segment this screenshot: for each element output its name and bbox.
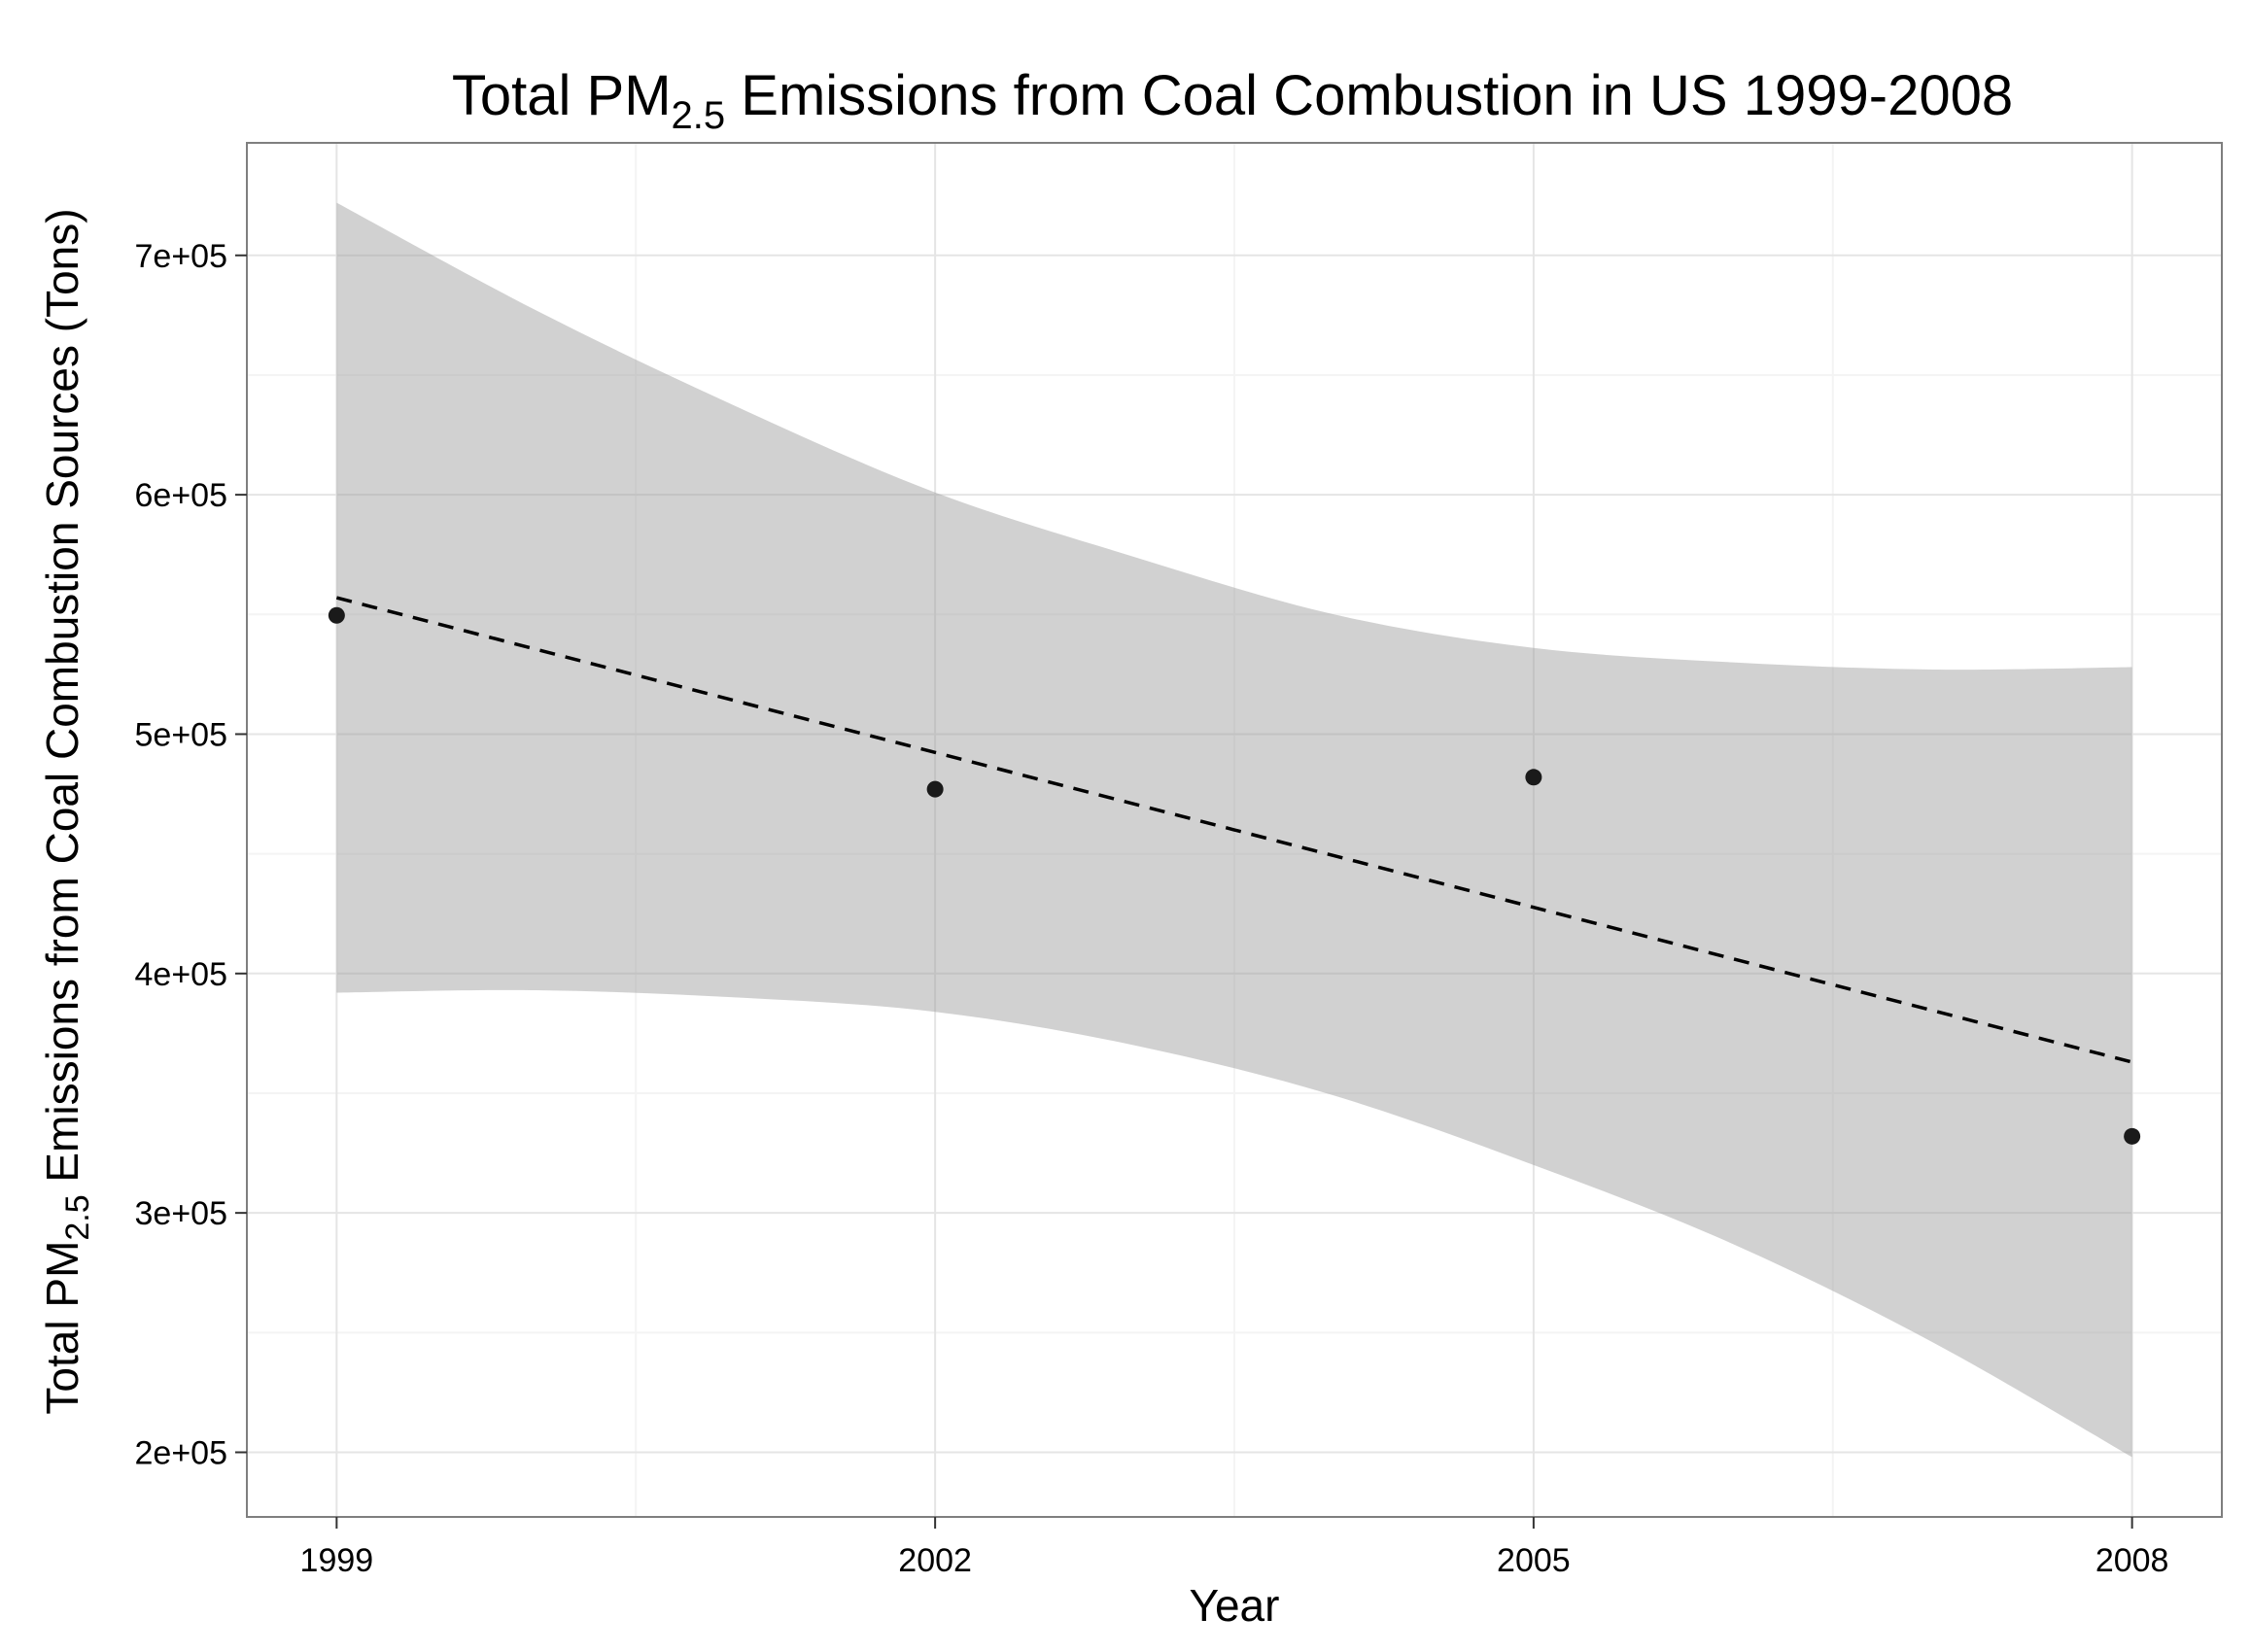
trend-line	[335, 596, 2133, 1064]
chart-title: Total PM2.5 Emissions from Coal Combusti…	[452, 64, 2013, 137]
x-tick-label: 2008	[2095, 1542, 2169, 1579]
y-axis-title-rest: Emissions from Coal Combustion Sources (…	[37, 208, 87, 1194]
x-tick-label: 2005	[1497, 1542, 1571, 1579]
y-tick-label: 7e+05	[135, 238, 228, 275]
y-axis-title-main: Total PM	[37, 1241, 87, 1415]
y-tick-label: 5e+05	[135, 716, 228, 753]
chart-title-subscript: 2.5	[672, 94, 726, 137]
x-tick-label: 2002	[898, 1542, 972, 1579]
x-tick-label: 1999	[300, 1542, 374, 1579]
y-tick-label: 3e+05	[135, 1195, 228, 1232]
chart-title-main: Total PM	[452, 64, 672, 127]
y-axis-title: Total PM2.5 Emissions from Coal Combusti…	[37, 208, 96, 1414]
plot-panel-border	[246, 142, 2223, 1518]
axes-layer: 2e+05 3e+05 4e+05 5e+05 6e+05 7e+05 1999 2002 20…	[135, 142, 2223, 1579]
grid-layer	[247, 143, 2222, 1517]
y-tick-label: 6e+05	[135, 477, 228, 514]
data-point	[926, 780, 944, 798]
data-point	[1525, 769, 1542, 786]
y-tick-label: 4e+05	[135, 956, 228, 993]
y-tick-label: 2e+05	[135, 1434, 228, 1471]
data-point	[328, 606, 345, 624]
y-axis-title-subscript: 2.5	[59, 1194, 96, 1240]
data-point	[2124, 1127, 2141, 1145]
data-points-layer	[328, 606, 2141, 1145]
x-axis-title: Year	[1190, 1580, 1280, 1631]
trend-line-layer	[335, 596, 2133, 1064]
chart-title-rest: Emissions from Coal Combustion in US 199…	[725, 64, 2013, 127]
